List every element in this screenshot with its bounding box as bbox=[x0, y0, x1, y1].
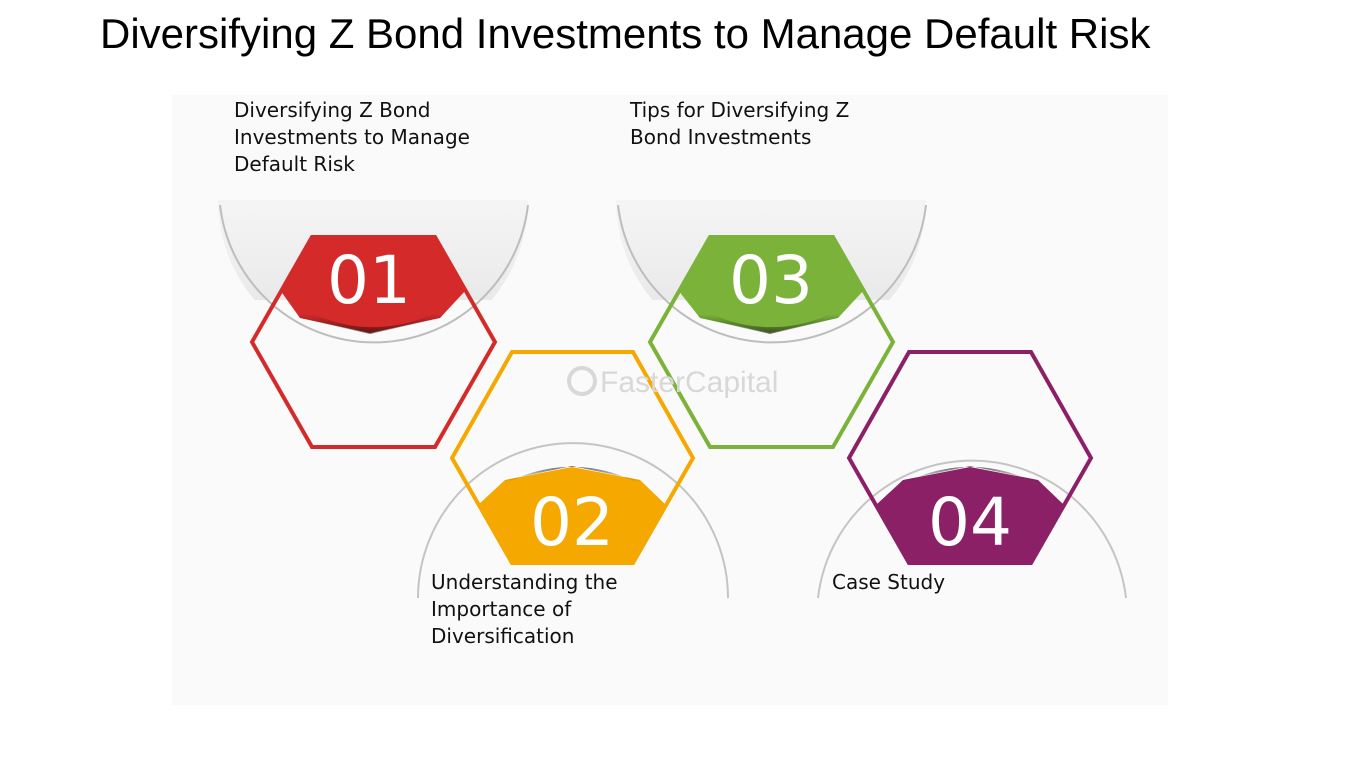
step-04-cup bbox=[817, 459, 1127, 599]
watermark-logo: FasterCapital bbox=[567, 366, 778, 399]
step-01-number: 01 bbox=[327, 242, 411, 319]
step-01-band bbox=[278, 237, 468, 334]
step-04-band bbox=[874, 466, 1066, 563]
step-02-band bbox=[476, 466, 668, 563]
step-03-band bbox=[676, 237, 866, 334]
step-03-label: Tips for Diversifying Z Bond Investments bbox=[630, 98, 850, 149]
step-01-label: Diversifying Z Bond Investments to Manag… bbox=[234, 98, 470, 176]
diagram-background bbox=[172, 95, 1168, 705]
step-02-label: Understanding the Importance of Diversif… bbox=[431, 570, 618, 648]
step-04-label: Case Study bbox=[832, 570, 946, 594]
step-02-number: 02 bbox=[530, 484, 614, 561]
page-title: Diversifying Z Bond Investments to Manag… bbox=[100, 10, 1151, 57]
step-04-number: 04 bbox=[928, 484, 1012, 561]
step-03-number: 03 bbox=[729, 242, 813, 319]
watermark-text: FasterCapital bbox=[600, 366, 778, 399]
step-02-cup bbox=[417, 442, 729, 599]
